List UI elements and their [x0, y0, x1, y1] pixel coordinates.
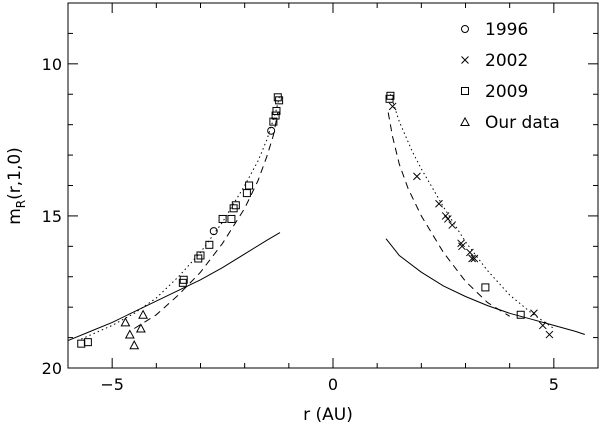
legend-marker-x: [461, 56, 469, 64]
x-tick-label: 0: [328, 375, 338, 394]
point-square-11: [242, 189, 251, 198]
x-tick-label: 5: [549, 375, 559, 394]
solid-curve-left: [67, 232, 281, 342]
point-circle-1: [267, 126, 276, 135]
point-x-4: [443, 215, 452, 223]
point-x-11: [530, 309, 538, 318]
point-x-5: [448, 221, 457, 229]
legend-label-triangle: Our data: [485, 113, 560, 133]
axis-ticks: −5 0 5 10 15 20: [42, 3, 598, 394]
point-x-12: [538, 321, 547, 330]
point-x-6: [457, 239, 465, 248]
data-points: [77, 91, 554, 350]
point-square-20: [481, 283, 490, 292]
point-triangle-4: [138, 309, 149, 319]
x-tick-label: −5: [100, 375, 124, 394]
point-triangle-1: [124, 329, 135, 339]
model-curves: [67, 94, 585, 342]
point-circle-0: [209, 227, 218, 236]
y-axis-label: mR(r,1,0): [5, 147, 28, 225]
legend-label-x: 2002: [485, 51, 528, 71]
dotted-curve-left: [80, 94, 281, 340]
point-square-19: [385, 94, 394, 103]
legend-marker-circle: [461, 25, 469, 33]
legend-label-square: 2009: [485, 82, 528, 102]
point-x-13: [545, 330, 554, 339]
point-square-3: [179, 275, 188, 284]
dashed-curve-left: [134, 112, 279, 329]
point-square-7: [218, 214, 227, 223]
point-square-14: [271, 111, 280, 120]
point-x-10: [470, 254, 479, 263]
point-square-10: [231, 201, 240, 210]
point-x-0: [388, 102, 397, 111]
legend-label-circle: 1996: [485, 20, 528, 40]
point-square-15: [272, 106, 281, 115]
point-square-0: [77, 339, 86, 348]
point-triangle-0: [120, 317, 131, 327]
y-axis-label-args: (r,1,0): [5, 147, 25, 200]
point-square-5: [196, 251, 205, 260]
solid-curve-right: [385, 238, 585, 335]
point-square-1: [83, 338, 92, 347]
point-square-13: [269, 117, 278, 126]
y-tick-label: 20: [42, 359, 62, 378]
y-tick-label: 10: [42, 55, 62, 74]
point-x-1: [413, 172, 421, 181]
x-axis-label: r (AU): [303, 405, 353, 425]
legend-marker-triangle: [460, 116, 470, 126]
legend: 1996 2002 2009 Our data: [460, 20, 560, 133]
point-x-9: [468, 254, 476, 263]
point-square-8: [227, 214, 236, 223]
legend-marker-square: [461, 87, 469, 95]
y-axis-label-sub: R: [14, 200, 28, 208]
point-square-21: [516, 310, 525, 319]
point-square-12: [245, 181, 254, 190]
y-tick-label: 15: [42, 207, 62, 226]
point-square-17: [275, 96, 284, 105]
y-axis-label-main: m: [5, 208, 25, 225]
point-square-6: [205, 240, 214, 249]
dotted-curve-right: [389, 94, 555, 329]
point-x-7: [458, 242, 466, 251]
point-triangle-3: [135, 323, 146, 333]
point-x-2: [435, 199, 443, 208]
point-triangle-2: [129, 340, 140, 350]
point-x-8: [466, 248, 474, 257]
dashed-curve-right: [387, 112, 510, 317]
